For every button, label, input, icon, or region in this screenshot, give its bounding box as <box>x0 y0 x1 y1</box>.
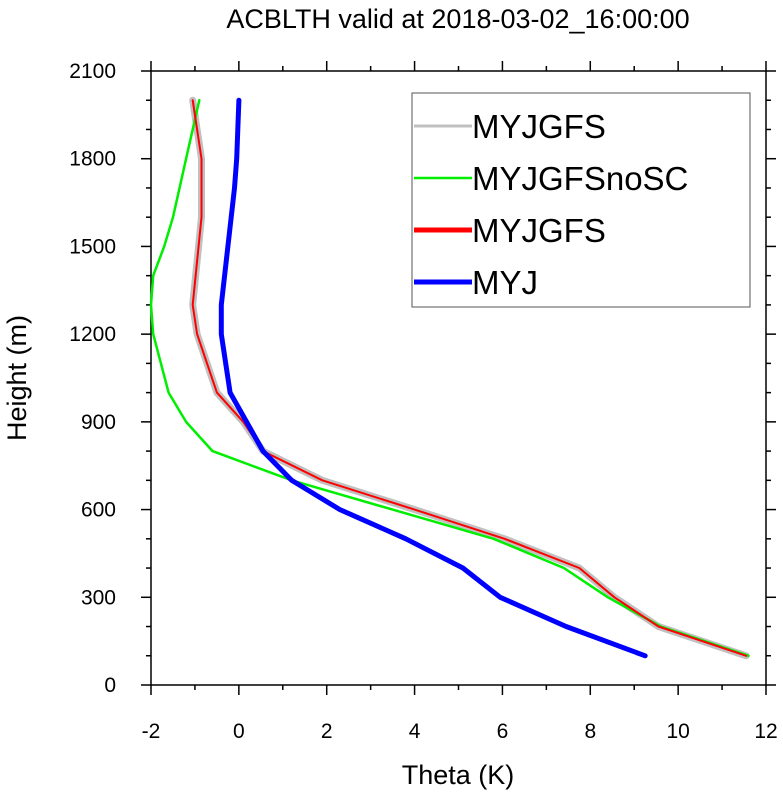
y-tick-label: 300 <box>81 586 116 609</box>
series-layer <box>149 96 750 660</box>
y-tick-label: 1800 <box>69 148 116 171</box>
y-axis-label: Height (m) <box>2 315 32 441</box>
x-tick-label: 10 <box>666 720 689 743</box>
y-tick-label: 900 <box>81 411 116 434</box>
legend-box <box>411 92 751 308</box>
x-tick-label: 8 <box>584 720 596 743</box>
legend-label-4: MYJ <box>472 264 538 301</box>
x-tick-label: -2 <box>142 720 161 743</box>
tick-labels: -2 0 2 4 6 8 10 12 0 300 600 900 1200 1500 1800 2100 <box>69 60 777 743</box>
y-tick-label: 1200 <box>69 323 116 346</box>
legend-label-1: MYJGFS <box>472 108 606 145</box>
series-line-2 <box>149 98 750 658</box>
x-tick-label: 12 <box>754 720 777 743</box>
series-line-4 <box>218 97 648 659</box>
chart-title: ACBLTH valid at 2018-03-02_16:00:00 <box>226 4 689 34</box>
legend-label-3: MYJGFS <box>472 212 606 249</box>
x-tick-label: 0 <box>233 720 245 743</box>
legend-label-2: MYJGFSnoSC <box>472 160 688 197</box>
y-tick-label: 0 <box>104 674 116 697</box>
y-tick-label: 2100 <box>69 60 116 83</box>
x-tick-label: 6 <box>497 720 509 743</box>
y-tick-label: 600 <box>81 499 116 522</box>
x-tick-label: 4 <box>409 720 421 743</box>
axis-ticks <box>141 61 776 695</box>
x-tick-label: 2 <box>321 720 333 743</box>
legend: MYJGFS MYJGFSnoSC MYJGFS MYJ <box>411 92 751 308</box>
y-tick-label: 1500 <box>69 235 116 258</box>
legend-items: MYJGFS MYJGFSnoSC MYJGFS MYJ <box>414 108 688 301</box>
x-axis-label: Theta (K) <box>402 760 515 790</box>
